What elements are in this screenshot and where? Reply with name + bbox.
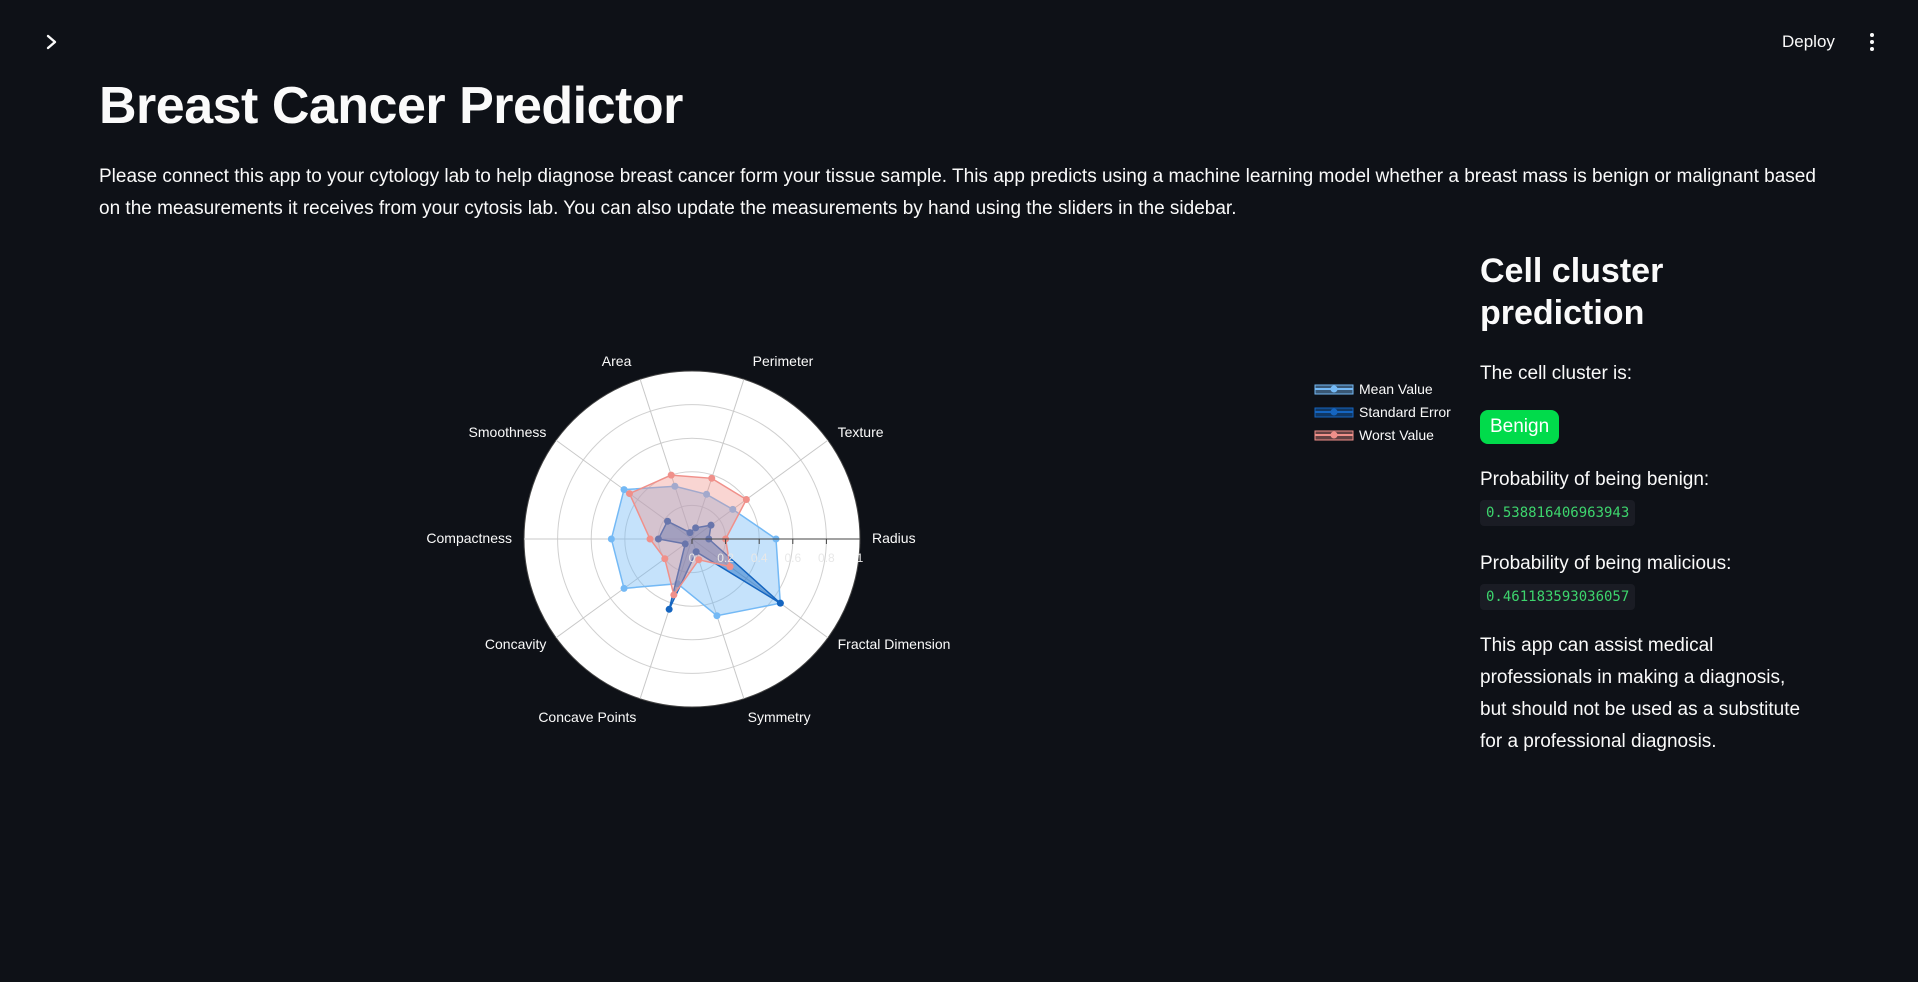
- sidebar-expand-button[interactable]: [36, 28, 68, 56]
- radar-data-point: [707, 521, 715, 529]
- radar-data-point: [708, 474, 716, 482]
- prediction-panel: Cell cluster prediction The cell cluster…: [1480, 250, 1820, 752]
- radar-chart: 0 0.2 0.4 0.6 0.8 1 Radius Texture Perimeter Area…: [99, 245, 1479, 805]
- radar-data-point: [742, 496, 750, 504]
- radar-category-label: Perimeter: [753, 353, 814, 369]
- benign-probability-label: Probability of being benign:: [1480, 469, 1710, 490]
- page-description: Please connect this app to your cytology…: [99, 166, 1816, 219]
- radar-category-label: Radius: [872, 530, 916, 546]
- radial-tick-label: 1: [857, 551, 864, 565]
- prediction-result-badge: Benign: [1480, 410, 1560, 444]
- app-header: Deploy: [0, 0, 1918, 84]
- radar-spoke: [639, 538, 693, 699]
- malicious-probability-label: Probability of being malicious:: [1480, 553, 1732, 574]
- malicious-probability-value: 0.461183593036057: [1480, 584, 1636, 610]
- radar-data-point: [620, 486, 628, 494]
- legend-marker: [1330, 431, 1338, 439]
- radar-data-point: [620, 584, 628, 592]
- radar-data-point: [776, 599, 784, 607]
- deploy-button[interactable]: Deploy: [1782, 32, 1835, 51]
- legend-label: Standard Error: [1359, 404, 1451, 420]
- radar-data-point: [692, 548, 700, 556]
- radar-spoke: [691, 538, 829, 639]
- radial-tick-label: 0.4: [751, 551, 768, 565]
- cluster-label: The cell cluster is:: [1480, 363, 1633, 384]
- radar-data-point: [664, 517, 672, 525]
- legend-marker: [1330, 408, 1338, 416]
- legend-label: Worst Value: [1359, 427, 1434, 443]
- radar-data-point: [667, 471, 675, 479]
- radar-spoke: [691, 379, 745, 540]
- prediction-heading: Cell cluster prediction: [1480, 252, 1664, 332]
- radar-spoke: [639, 379, 693, 540]
- radar-category-label: Smoothness: [469, 424, 547, 440]
- radar-data-point: [686, 529, 694, 537]
- legend-label: Mean Value: [1359, 381, 1433, 397]
- radar-data-point: [654, 535, 662, 543]
- radar-data-point: [726, 563, 734, 571]
- benign-probability-value: 0.538816406963943: [1480, 500, 1636, 526]
- radar-category-label: Concave Points: [538, 709, 636, 725]
- radar-data-point: [671, 482, 679, 490]
- radar-category-label: Compactness: [426, 530, 512, 546]
- legend-marker: [1330, 385, 1338, 393]
- radar-data-point: [713, 612, 721, 620]
- radar-data-point: [661, 555, 669, 563]
- radar-data-point: [665, 605, 673, 613]
- main-menu-button[interactable]: [1858, 26, 1886, 58]
- radial-tick-label: 0.2: [717, 551, 734, 565]
- radar-category-label: Texture: [838, 424, 884, 440]
- radial-tick-label: 0.8: [818, 551, 835, 565]
- radar-data-point: [692, 524, 700, 532]
- radar-category-label: Fractal Dimension: [838, 636, 951, 652]
- disclaimer-text: This app can assist medical professional…: [1480, 635, 1801, 752]
- radial-tick-label: 0.6: [784, 551, 801, 565]
- radar-data-point: [729, 505, 737, 513]
- radar-category-label: Symmetry: [748, 709, 811, 725]
- radar-data-point: [681, 540, 689, 548]
- radial-tick-label: 0: [689, 551, 696, 565]
- radar-data-point: [646, 535, 654, 543]
- page-title: Breast Cancer Predictor: [99, 77, 683, 135]
- radar-data-point: [670, 591, 678, 599]
- radar-spoke: [691, 439, 829, 540]
- chevron-right-icon: [46, 34, 57, 50]
- radar-chart-svg: 0 0.2 0.4 0.6 0.8 1 Radius Texture Perimeter Area…: [426, 353, 1451, 725]
- more-vertical-icon: [1870, 33, 1874, 37]
- radar-data-point: [607, 535, 615, 543]
- radar-category-label: Concavity: [485, 636, 546, 652]
- radar-data-point: [703, 490, 711, 498]
- radar-data-point: [695, 556, 703, 564]
- radar-data-point: [625, 490, 633, 498]
- radar-category-label: Area: [602, 353, 632, 369]
